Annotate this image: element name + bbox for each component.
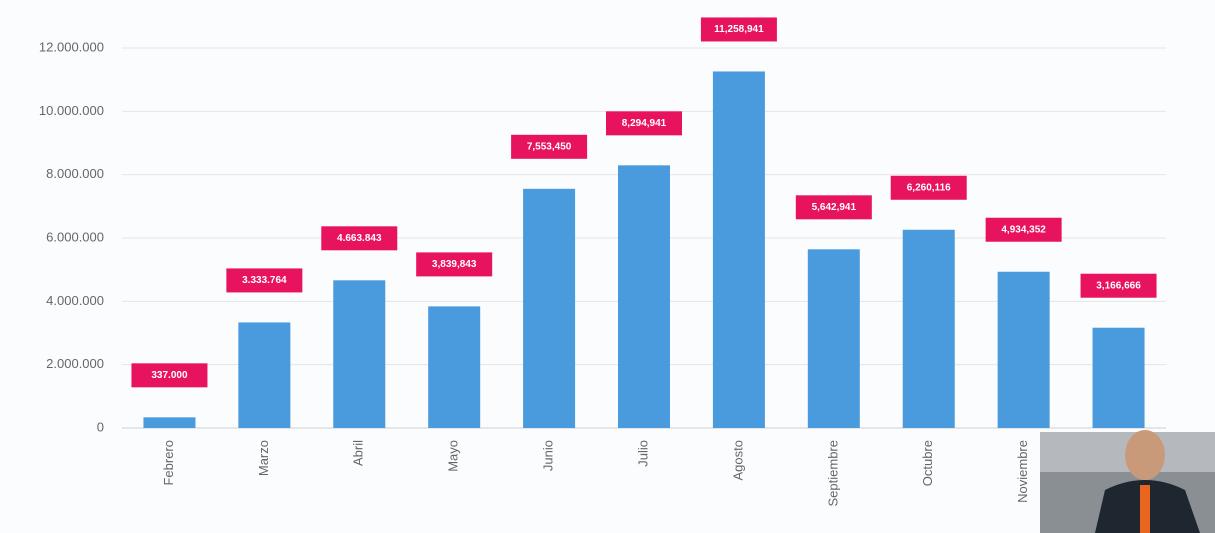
value-label-box bbox=[700, 17, 777, 42]
x-tick-label: Marzo bbox=[256, 440, 271, 476]
bar bbox=[143, 417, 196, 428]
bar bbox=[712, 71, 765, 429]
value-label-box bbox=[131, 363, 208, 388]
bar bbox=[807, 249, 860, 428]
x-tick-label: Mayo bbox=[446, 440, 461, 472]
value-label-box bbox=[985, 217, 1062, 242]
y-tick-label: 8.000.000 bbox=[46, 166, 104, 181]
value-label-box bbox=[606, 111, 682, 136]
x-tick-label: Abril bbox=[351, 440, 366, 466]
bar bbox=[238, 322, 291, 428]
value-label-box bbox=[890, 175, 967, 200]
value-label: 3,166,666 bbox=[1096, 280, 1141, 291]
x-tick-label: Febrero bbox=[161, 440, 176, 486]
value-label: 11,258,941 bbox=[714, 24, 764, 35]
bar bbox=[1092, 327, 1145, 428]
value-label: 5,642,941 bbox=[812, 202, 857, 213]
y-tick-label: 0 bbox=[97, 419, 104, 434]
value-label: 4,934,352 bbox=[1001, 224, 1046, 235]
y-tick-label: 12.000.000 bbox=[39, 39, 104, 54]
y-tick-label: 2.000.000 bbox=[46, 356, 104, 371]
x-tick-label: Septiembre bbox=[825, 440, 840, 506]
y-tick-label: 10.000.000 bbox=[39, 103, 104, 118]
value-label: 8,294,941 bbox=[622, 118, 667, 129]
x-tick-label: Octubre bbox=[920, 440, 935, 486]
bar bbox=[428, 306, 481, 428]
value-label: 3.333.764 bbox=[242, 275, 287, 286]
value-label: 7,553,450 bbox=[527, 141, 572, 152]
x-tick-label: Agosto bbox=[730, 440, 745, 480]
y-tick-label: 4.000.000 bbox=[46, 293, 104, 308]
value-label: 6,260,116 bbox=[907, 182, 951, 193]
value-label-box bbox=[321, 226, 398, 251]
x-tick-label: Junio bbox=[541, 440, 556, 471]
value-label-box bbox=[511, 134, 588, 159]
y-tick-label: 6.000.000 bbox=[46, 229, 104, 244]
value-label-box bbox=[226, 268, 303, 293]
overlay-head bbox=[1125, 430, 1165, 480]
plot-area: 0 2.000.000 4.000.000 6.000.000 8.000.000 10.… bbox=[39, 17, 1166, 506]
value-label: 3,839,843 bbox=[432, 259, 477, 270]
bar bbox=[997, 271, 1050, 428]
value-label-box bbox=[795, 195, 872, 220]
bar bbox=[333, 280, 386, 428]
value-label: 337.000 bbox=[151, 370, 188, 381]
video-overlay bbox=[1040, 430, 1215, 533]
x-tick-label: Julio bbox=[635, 440, 650, 467]
value-label-box bbox=[1080, 273, 1157, 298]
x-tick-label: Noviembre bbox=[1015, 440, 1030, 503]
bar bbox=[523, 188, 576, 428]
value-label: 4.663.843 bbox=[337, 233, 382, 244]
value-label-box bbox=[416, 252, 493, 277]
overlay-tie bbox=[1140, 485, 1150, 533]
bar bbox=[902, 229, 955, 428]
bar bbox=[618, 165, 670, 428]
